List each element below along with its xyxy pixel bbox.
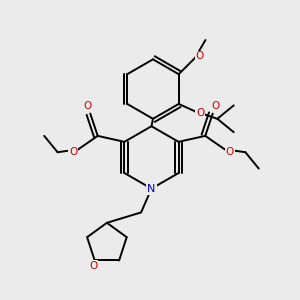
Text: O: O [195,51,204,62]
Text: O: O [83,101,92,111]
Text: O: O [196,108,205,118]
Text: O: O [212,101,220,111]
Text: N: N [147,184,156,194]
Text: O: O [69,147,77,157]
Text: O: O [226,147,234,157]
Text: O: O [89,261,97,271]
